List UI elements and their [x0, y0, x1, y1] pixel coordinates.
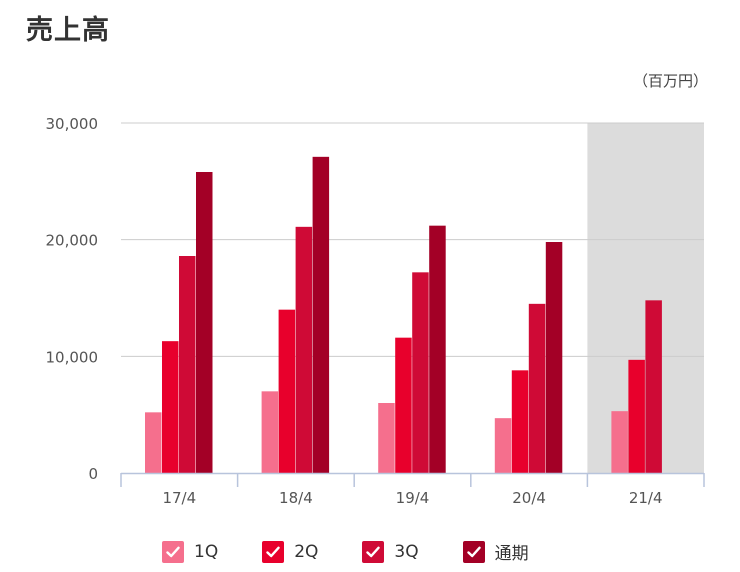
checkbox-check-icon[interactable]	[162, 540, 184, 563]
unit-label: （百万円）	[632, 72, 708, 90]
y-tick-label: 10,000	[46, 348, 99, 366]
bar-18-4-1[interactable]	[261, 391, 279, 473]
bar-17-4-4[interactable]	[196, 172, 213, 473]
bar-20-4-4[interactable]	[545, 242, 563, 473]
legend-item-4[interactable]: 通期	[462, 539, 529, 564]
bar-20-4-2[interactable]	[511, 370, 529, 473]
bar-19-4-1[interactable]	[378, 403, 395, 473]
y-tick-label: 0	[88, 465, 98, 483]
bar-19-4-3[interactable]	[412, 272, 429, 473]
y-tick-label: 30,000	[46, 115, 99, 133]
checkbox-check-icon[interactable]	[362, 540, 385, 563]
legend-label: 3Q	[394, 541, 419, 562]
x-tick-label: 17/4	[162, 489, 196, 507]
legend-label: 通期	[494, 544, 529, 564]
x-tick-label: 21/4	[629, 489, 663, 507]
bar-21-4-1[interactable]	[611, 411, 628, 473]
bar-17-4-1[interactable]	[145, 412, 162, 473]
bar-19-4-2[interactable]	[395, 337, 412, 473]
x-tick-label: 19/4	[396, 489, 430, 507]
bar-18-4-3[interactable]	[295, 226, 313, 473]
y-tick-label: 20,000	[46, 232, 99, 250]
bar-17-4-3[interactable]	[179, 256, 196, 473]
bar-17-4-2[interactable]	[162, 341, 179, 473]
legend-item-3[interactable]: 3Q	[362, 540, 419, 563]
page-title: 売上高	[26, 15, 110, 46]
bar-18-4-2[interactable]	[278, 309, 296, 473]
bar-21-4-2[interactable]	[628, 359, 645, 473]
bar-18-4-4[interactable]	[312, 156, 330, 474]
bar-20-4-1[interactable]	[494, 418, 512, 473]
checkbox-check-icon[interactable]	[462, 540, 485, 563]
bar-chart: 0 10,000 20,000 30,000 17/4 18/4 19/4 20/4 21/4	[46, 115, 705, 507]
legend-label: 1Q	[194, 541, 219, 562]
bar-19-4-4[interactable]	[429, 225, 446, 473]
bar-20-4-3[interactable]	[528, 303, 546, 473]
chart-legend: 1Q 2Q 3Q 通期	[162, 539, 573, 564]
x-tick-label: 18/4	[279, 489, 313, 507]
legend-item-1[interactable]: 1Q	[162, 540, 219, 563]
checkbox-check-icon[interactable]	[262, 540, 285, 563]
legend-label: 2Q	[294, 541, 319, 562]
x-tick-label: 20/4	[512, 489, 546, 507]
bar-21-4-3[interactable]	[645, 300, 662, 473]
legend-item-2[interactable]: 2Q	[262, 540, 319, 563]
